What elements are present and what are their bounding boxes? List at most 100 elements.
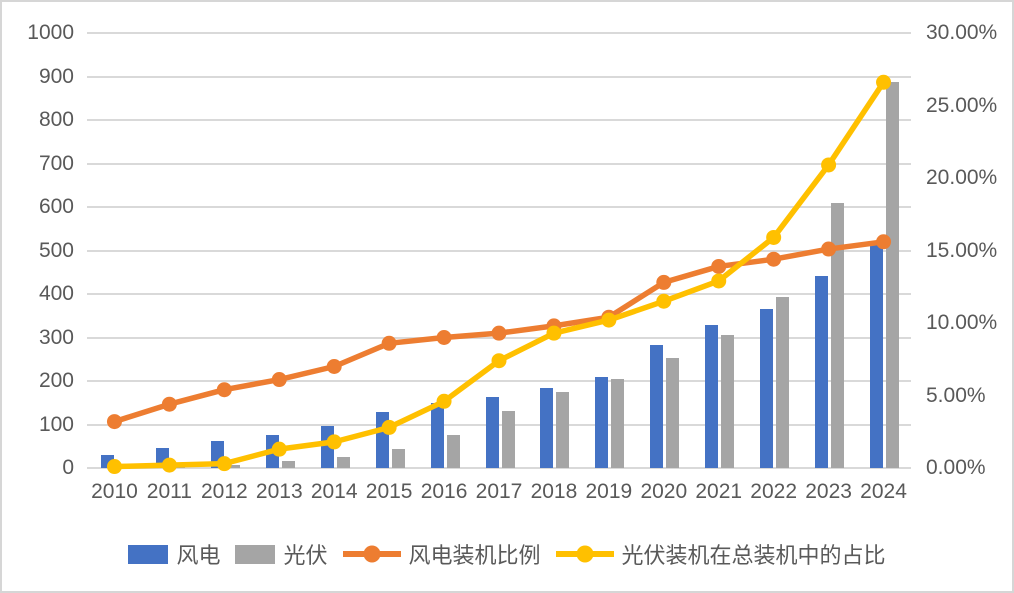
x-axis-label: 2012 xyxy=(200,480,248,503)
y-axis-tick-left: 500 xyxy=(38,238,74,262)
wind-share-point xyxy=(326,359,342,374)
y-axis-tick-left: 100 xyxy=(38,412,74,436)
wind-share-point xyxy=(161,396,177,412)
solar-share-point xyxy=(656,293,672,309)
gridline xyxy=(87,32,911,34)
wind-bar xyxy=(485,396,499,468)
wind-bar xyxy=(705,325,719,468)
y-axis-tick-left: 400 xyxy=(38,282,74,305)
solar-share-point xyxy=(601,312,617,328)
x-axis-label: 2022 xyxy=(750,480,798,503)
wind-bar xyxy=(155,447,169,468)
solar-bar xyxy=(281,461,295,468)
y-axis-tick-left: 300 xyxy=(38,325,74,349)
legend-label: 光伏装机在总装机中的占比 xyxy=(621,543,886,568)
gridline xyxy=(87,206,911,208)
wind-bar xyxy=(540,387,554,468)
solar-bar xyxy=(611,379,625,468)
wind-bar xyxy=(265,434,279,468)
solar-legend-swatch-icon xyxy=(235,544,276,564)
x-axis-label: 2021 xyxy=(695,480,743,503)
y-axis-tick-left: 1000 xyxy=(27,21,74,44)
x-axis-label: 2019 xyxy=(585,480,633,503)
y-axis-tick-right: 25.00% xyxy=(926,93,998,117)
y-axis-tick-left: 0 xyxy=(62,456,74,479)
y-axis-tick-left: 700 xyxy=(38,151,74,175)
x-axis-label: 2020 xyxy=(640,480,688,503)
legend-item-wind-share: 风电装机比例 xyxy=(342,538,541,570)
solar-bar xyxy=(776,297,790,468)
x-axis-label: 2018 xyxy=(530,480,578,503)
legend-label: 光伏 xyxy=(283,543,328,568)
y-axis-tick-left: 600 xyxy=(38,195,74,218)
x-axis-label: 2017 xyxy=(475,480,523,503)
wind-share-legend-marker-icon xyxy=(363,545,380,563)
y-axis-tick-right: 10.00% xyxy=(926,311,998,334)
solar-share-point xyxy=(491,353,507,369)
legend: 风电 光伏 风电装机比例 光伏装机在总装机中的占比 xyxy=(2,534,1012,574)
solar-bar xyxy=(666,357,680,468)
wind-share-point xyxy=(601,309,617,325)
y-axis-tick-right: 0.00% xyxy=(926,456,986,479)
wind-share-point xyxy=(656,274,672,290)
solar-share-point xyxy=(711,273,727,289)
wind-bar xyxy=(210,441,224,468)
x-axis-label: 2010 xyxy=(91,480,138,503)
solar-share-point xyxy=(821,157,837,173)
y-axis-tick-left: 800 xyxy=(38,108,74,131)
y-axis-tick-right: 15.00% xyxy=(926,238,998,262)
wind-bar xyxy=(430,403,444,468)
x-axis-label: 2024 xyxy=(860,480,907,503)
solar-bar xyxy=(391,449,405,468)
y-axis-tick-left: 900 xyxy=(38,64,74,88)
x-axis-label: 2013 xyxy=(255,480,303,503)
solar-bar xyxy=(886,82,900,468)
wind-legend-swatch-icon xyxy=(128,544,169,564)
wind-bar xyxy=(320,426,334,468)
solar-bar xyxy=(226,464,240,468)
x-axis-label: 2023 xyxy=(805,480,852,503)
wind-bar xyxy=(595,376,609,468)
x-axis-label: 2015 xyxy=(365,480,413,503)
solar-share-legend-marker-icon xyxy=(576,545,594,563)
wind-bar xyxy=(760,309,774,468)
gridline xyxy=(87,162,911,165)
wind-share-point xyxy=(711,258,727,274)
legend-label: 风电 xyxy=(176,543,221,568)
wind-share-point xyxy=(106,414,122,430)
solar-bar xyxy=(831,203,845,468)
y-axis-tick-right: 30.00% xyxy=(926,21,998,44)
wind-bar xyxy=(100,454,114,468)
wind-share-point xyxy=(546,318,562,334)
wind-bar xyxy=(650,345,664,468)
legend-item-solar-share: 光伏装机在总装机中的占比 xyxy=(555,538,886,570)
y-axis-tick-left: 200 xyxy=(38,369,74,392)
y-axis-tick-right: 20.00% xyxy=(926,166,998,189)
solar-share-point xyxy=(766,229,782,245)
gridline xyxy=(87,293,911,295)
legend-label: 风电装机比例 xyxy=(408,543,541,568)
solar-bar xyxy=(556,392,570,468)
gridline xyxy=(87,119,911,121)
solar-bar xyxy=(446,434,460,468)
wind-bar xyxy=(375,411,389,468)
solar-bar xyxy=(336,457,350,468)
solar-bar xyxy=(171,466,185,468)
x-axis-label: 2014 xyxy=(310,480,358,503)
legend-item-wind: 风电 xyxy=(128,538,220,570)
y-axis-tick-right: 5.00% xyxy=(926,383,986,407)
legend-item-solar: 光伏 xyxy=(235,538,328,570)
wind-bar xyxy=(870,241,884,468)
x-axis-label: 2011 xyxy=(146,480,192,503)
wind-share-legend-swatch-icon xyxy=(342,545,401,563)
gridline xyxy=(87,75,911,78)
solar-bar xyxy=(501,411,515,468)
wind-share-point xyxy=(216,382,232,398)
solar-share-legend-swatch-icon xyxy=(555,545,614,563)
gridline xyxy=(87,249,911,252)
x-axis-label: 2016 xyxy=(420,480,468,503)
solar-bar xyxy=(721,334,735,468)
wind-share-point xyxy=(766,251,782,267)
